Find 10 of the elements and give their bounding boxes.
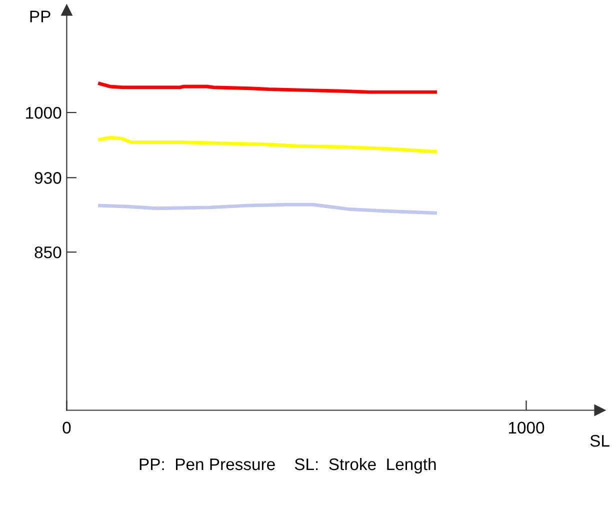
y-tick-label: 1000 — [26, 106, 62, 119]
line-series — [98, 202, 437, 215]
line-series — [98, 82, 437, 94]
x-axis-title: SL — [590, 434, 610, 447]
y-tick-label: 930 — [34, 172, 62, 184]
y-axis-title: PP — [30, 10, 50, 22]
line-series — [98, 136, 437, 154]
text: PP: Pen Pressure SL: Stroke Length — [140, 458, 436, 474]
x-tick-label: 0 — [62, 422, 71, 434]
y-tick-label: 850 — [34, 246, 62, 258]
